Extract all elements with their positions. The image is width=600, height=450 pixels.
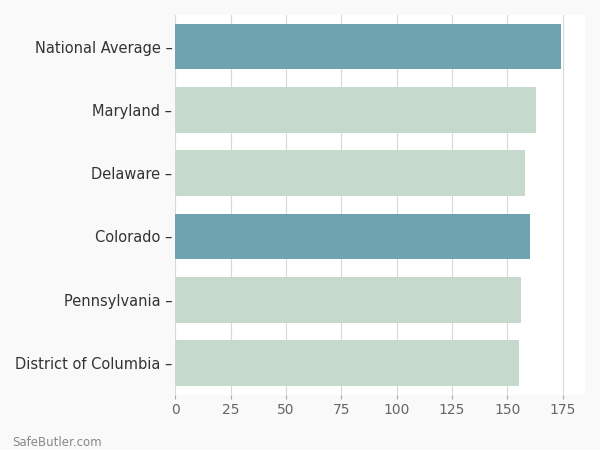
- Bar: [175, 142, 585, 205]
- Text: SafeButler.com: SafeButler.com: [12, 436, 101, 449]
- Bar: [175, 214, 530, 259]
- Bar: [175, 150, 525, 196]
- Bar: [175, 277, 521, 323]
- Bar: [175, 15, 585, 78]
- Bar: [175, 340, 518, 386]
- Bar: [175, 78, 585, 142]
- Bar: [175, 331, 585, 395]
- Bar: [175, 205, 585, 268]
- Bar: [175, 268, 585, 331]
- Bar: [175, 24, 560, 69]
- Bar: [175, 87, 536, 133]
